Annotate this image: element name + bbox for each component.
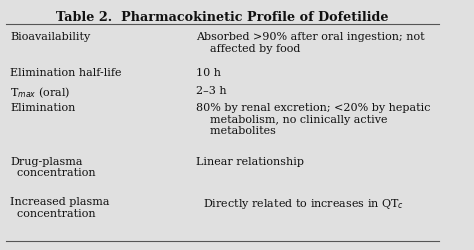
Text: Elimination half-life: Elimination half-life (10, 68, 122, 78)
Text: Absorbed >90% after oral ingestion; not
    affected by food: Absorbed >90% after oral ingestion; not … (196, 32, 425, 54)
Text: 2–3 h: 2–3 h (196, 86, 227, 96)
Text: Directly related to increases in QT$_c$: Directly related to increases in QT$_c$ (196, 197, 404, 211)
Text: 10 h: 10 h (196, 68, 221, 78)
Text: Drug-plasma
  concentration: Drug-plasma concentration (10, 156, 96, 178)
Text: Bioavailability: Bioavailability (10, 32, 91, 42)
Text: T$_{max}$ (oral): T$_{max}$ (oral) (10, 86, 71, 100)
Text: Increased plasma
  concentration: Increased plasma concentration (10, 197, 110, 218)
Text: Table 2.  Pharmacokinetic Profile of Dofetilide: Table 2. Pharmacokinetic Profile of Dofe… (56, 10, 389, 24)
Text: Elimination: Elimination (10, 103, 76, 113)
Text: 80% by renal excretion; <20% by hepatic
    metabolism, no clinically active
   : 80% by renal excretion; <20% by hepatic … (196, 103, 430, 136)
Text: Linear relationship: Linear relationship (196, 156, 304, 166)
